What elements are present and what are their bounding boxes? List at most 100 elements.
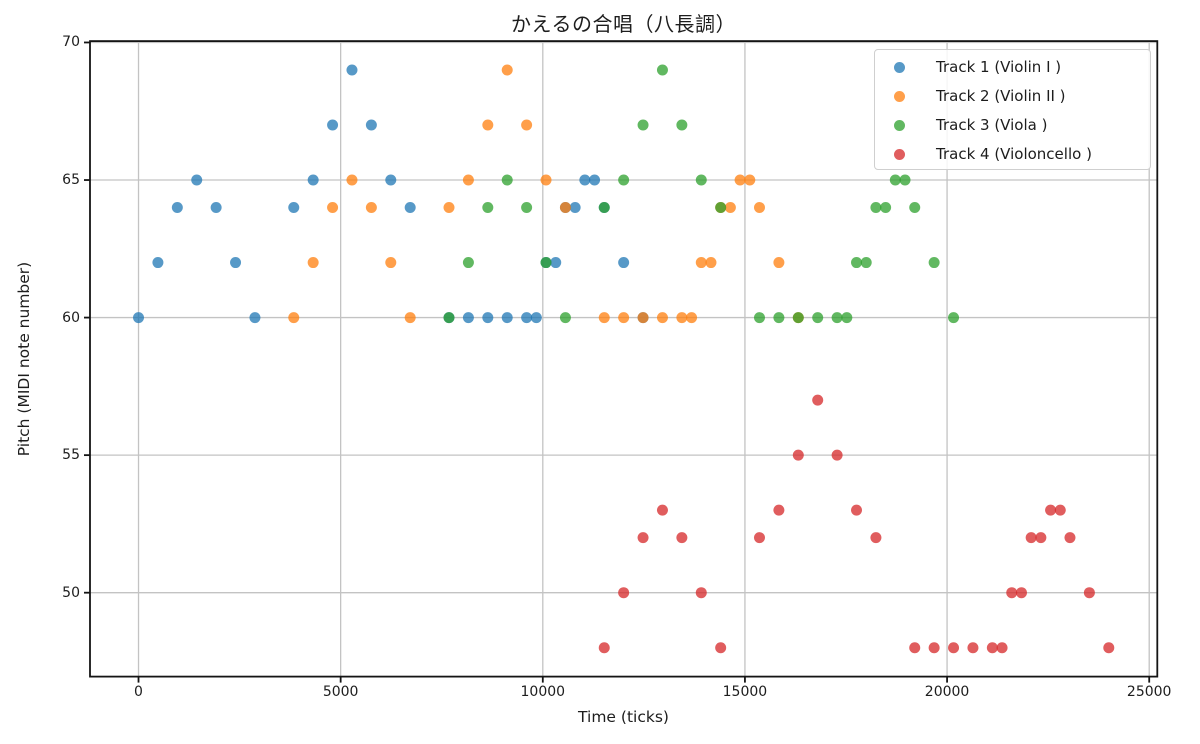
data-point (365, 202, 377, 214)
y-tick-label: 70 (62, 34, 80, 51)
data-point (753, 202, 765, 214)
data-point (948, 312, 960, 324)
data-point (404, 312, 416, 324)
data-point (191, 174, 203, 186)
y-tick-label: 60 (62, 309, 80, 326)
data-point (996, 642, 1008, 654)
data-point (695, 257, 707, 269)
tick-marks (84, 41, 1151, 683)
track-1-marker-icon (894, 61, 905, 73)
x-tick-label: 10000 (520, 684, 566, 700)
data-point (676, 532, 688, 544)
data-point (686, 312, 698, 324)
data-point (530, 312, 542, 324)
data-point (909, 642, 921, 654)
data-point (773, 504, 785, 516)
data-point (841, 312, 853, 324)
data-point (715, 202, 727, 214)
data-point (152, 257, 164, 269)
data-point (656, 504, 668, 516)
data-point (288, 202, 300, 214)
legend-item-track-1: Track 1 (Violin I ) (875, 53, 1150, 82)
series-track-3 (443, 64, 960, 324)
data-point (346, 64, 358, 76)
chart-title: かえるの合唱（八長調） (511, 12, 736, 36)
data-point (880, 202, 892, 214)
data-point (618, 174, 630, 186)
data-point (598, 642, 610, 654)
data-point (288, 312, 300, 324)
data-point (928, 257, 940, 269)
data-point (462, 312, 474, 324)
data-point (851, 257, 863, 269)
y-tick-label: 55 (62, 447, 80, 464)
data-point (327, 119, 339, 131)
legend-item-track-2: Track 2 (Violin II ) (875, 82, 1150, 111)
data-point (1025, 532, 1037, 544)
data-point (851, 504, 863, 516)
data-point (773, 312, 785, 324)
data-point (482, 312, 494, 324)
series-track-1 (133, 64, 649, 324)
data-point (899, 174, 911, 186)
data-point (501, 174, 513, 186)
data-point (521, 312, 533, 324)
series-track-4 (598, 394, 1115, 654)
data-point (540, 257, 552, 269)
data-point (569, 202, 581, 214)
data-point (909, 202, 921, 214)
data-point (385, 174, 397, 186)
data-point (948, 642, 960, 654)
data-point (715, 642, 727, 654)
data-point (559, 202, 571, 214)
y-tick-label: 50 (62, 584, 80, 601)
data-point (249, 312, 261, 324)
track-3-marker-icon (894, 119, 905, 131)
data-point (559, 312, 571, 324)
data-point (598, 312, 610, 324)
data-point (753, 532, 765, 544)
data-point (618, 312, 630, 324)
data-point (676, 312, 688, 324)
data-point (598, 202, 610, 214)
data-point (540, 174, 552, 186)
data-point (171, 202, 183, 214)
x-tick-label: 15000 (722, 684, 768, 700)
data-point (792, 312, 804, 324)
data-point (521, 202, 533, 214)
data-point (404, 202, 416, 214)
data-point (307, 174, 319, 186)
data-point (618, 257, 630, 269)
data-point (812, 312, 824, 324)
x-tick-label: 20000 (924, 684, 970, 700)
data-point (501, 312, 513, 324)
data-point (734, 174, 746, 186)
data-point (346, 174, 358, 186)
data-point (831, 312, 843, 324)
data-point (986, 642, 998, 654)
data-point (550, 257, 562, 269)
x-tick-label: 0 (134, 684, 143, 700)
data-point (1054, 504, 1066, 516)
x-axis-label: Time (ticks) (578, 708, 669, 726)
x-tick-label: 5000 (322, 684, 359, 700)
data-point (1083, 587, 1095, 599)
data-point (773, 257, 785, 269)
data-point (676, 119, 688, 131)
data-point (210, 202, 222, 214)
data-point (637, 532, 649, 544)
data-point (860, 257, 872, 269)
data-point (870, 532, 882, 544)
data-point (462, 174, 474, 186)
data-point (889, 174, 901, 186)
data-point (705, 257, 717, 269)
data-point (443, 312, 455, 324)
data-point (482, 202, 494, 214)
data-point (133, 312, 145, 324)
track-4-marker-icon (894, 148, 905, 160)
data-point (812, 394, 824, 406)
data-point (656, 312, 668, 324)
data-point (501, 64, 513, 76)
